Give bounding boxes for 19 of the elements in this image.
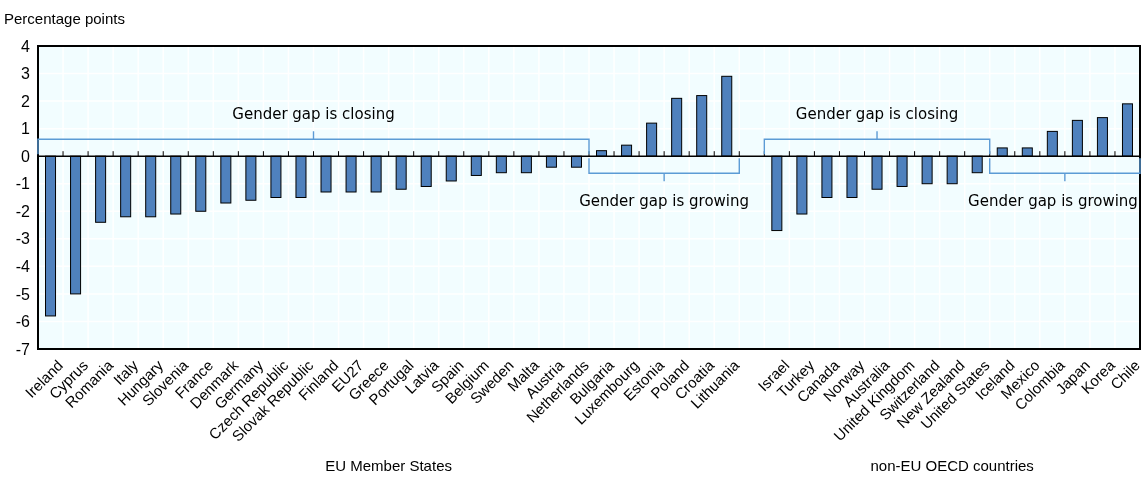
y-tick-label: -1 xyxy=(15,175,31,193)
y-tick-label: -7 xyxy=(15,340,31,358)
y-tick-label: 4 xyxy=(21,37,31,55)
y-tick-label: -6 xyxy=(15,313,31,331)
y-tick-label: 2 xyxy=(21,92,31,110)
annotation: Gender gap is closing xyxy=(795,105,959,124)
annotation: Gender gap is closing xyxy=(232,105,395,124)
y-tick-label: -2 xyxy=(15,202,31,220)
y-tick-label: 1 xyxy=(21,120,31,138)
annotation: Gender gap is growing xyxy=(579,192,750,211)
y-axis-title: Percentage points xyxy=(4,10,125,27)
y-tick-label: -4 xyxy=(15,257,31,275)
y-tick-label: 0 xyxy=(21,147,31,165)
annotation: Gender gap is growing xyxy=(968,192,1138,211)
y-tick-label: 3 xyxy=(21,65,31,83)
y-tick-label: -5 xyxy=(15,285,31,303)
text: EU Member States xyxy=(325,457,452,474)
text: non-EU OECD countries xyxy=(870,457,1034,474)
y-tick-label: -3 xyxy=(15,230,31,248)
